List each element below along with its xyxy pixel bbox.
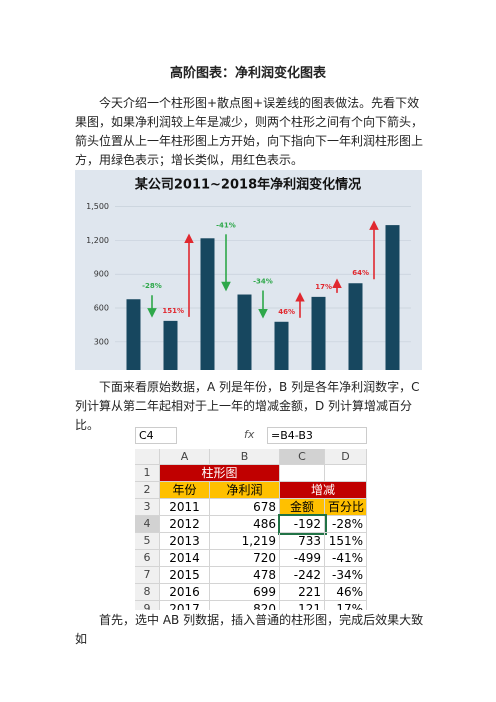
cell: 221 <box>280 584 325 601</box>
cell: -499 <box>280 550 325 567</box>
cell: 733 <box>280 533 325 550</box>
header-cell: 净利润 <box>210 482 280 499</box>
y-tick-label: 900 <box>94 270 109 279</box>
cell: 百分比 <box>325 499 367 516</box>
bar <box>274 321 289 370</box>
y-tick-label: 600 <box>94 304 109 313</box>
column-header: B <box>210 449 280 465</box>
chart-title: 某公司2011~2018年净利润变化情况 <box>134 177 361 193</box>
change-label: 151% <box>162 307 184 315</box>
cell: 46% <box>325 584 367 601</box>
column-header: D <box>325 449 367 465</box>
cell: 1,219 <box>210 533 280 550</box>
y-tick-label: 1,200 <box>86 236 109 245</box>
row-header: 2 <box>135 482 160 499</box>
cell <box>325 465 367 482</box>
cell: -41% <box>325 550 367 567</box>
cell: -28% <box>325 516 367 533</box>
cell: 2012 <box>160 516 210 533</box>
change-label: 17% <box>315 283 332 291</box>
paragraph: 首先，选中 AB 列数据，插入普通的柱形图，完成后效果大致如 <box>75 613 424 646</box>
change-label: 64% <box>352 269 369 277</box>
group-header: 增减 <box>280 482 367 499</box>
paragraph: 今天介绍一个柱形图+散点图+误差线的图表做法。先看下效果图，如果净利润较上年是减… <box>75 96 424 167</box>
cell: 2014 <box>160 550 210 567</box>
change-label: 46% <box>278 308 295 316</box>
cell: 2013 <box>160 533 210 550</box>
bar <box>385 225 400 370</box>
fx-icon: fx <box>244 428 255 441</box>
cell: 2017 <box>160 601 210 610</box>
spreadsheet: C4 fx =B4-B3 A B C D 1 2 3 4 5 6 7 8 9 柱形图 年份 净利润 增减 2011 678… <box>135 424 367 610</box>
change-label: -34% <box>253 278 273 286</box>
column-header: C <box>280 449 325 465</box>
cell: 720 <box>210 550 280 567</box>
bar <box>237 294 252 370</box>
cell: 17% <box>325 601 367 610</box>
cell: -34% <box>325 567 367 584</box>
chart: 某公司2011~2018年净利润变化情况 300 600 900 1,200 1,500… <box>75 170 422 370</box>
paragraph: 下面来看原始数据，A 列是年份，B 列是各年净利润数字，C 列计算从第二年起相对… <box>75 380 420 432</box>
bar <box>348 283 363 370</box>
corner <box>135 449 160 465</box>
row-header: 9 <box>135 601 160 610</box>
cell: 金额 <box>280 499 325 516</box>
cell: -242 <box>280 567 325 584</box>
cell: 2016 <box>160 584 210 601</box>
cell: 2015 <box>160 567 210 584</box>
y-tick-label: 300 <box>94 337 109 346</box>
cell: 486 <box>210 516 280 533</box>
bar <box>311 296 326 370</box>
bar <box>163 320 178 370</box>
name-box: C4 <box>135 427 177 444</box>
row-header: 5 <box>135 533 160 550</box>
change-label: -28% <box>142 282 162 290</box>
cell: 2011 <box>160 499 210 516</box>
row-header: 7 <box>135 567 160 584</box>
row-header: 8 <box>135 584 160 601</box>
change-label: -41% <box>216 221 236 229</box>
row-header: 3 <box>135 499 160 516</box>
doc-title: 高阶图表：净利润变化图表 <box>169 66 326 81</box>
y-tick-label: 1,500 <box>86 202 109 211</box>
row-header: 1 <box>135 465 160 482</box>
header-cell: 年份 <box>160 482 210 499</box>
cell: 121 <box>280 601 325 610</box>
cell: 820 <box>210 601 280 610</box>
bar <box>126 299 141 370</box>
cell: 678 <box>210 499 280 516</box>
title-cell: 柱形图 <box>160 465 280 482</box>
row-header: 6 <box>135 550 160 567</box>
cell: 478 <box>210 567 280 584</box>
formula: =B4-B3 <box>267 427 367 444</box>
row-header: 4 <box>135 516 160 533</box>
cell: 699 <box>210 584 280 601</box>
column-header: A <box>160 449 210 465</box>
cell <box>280 465 325 482</box>
bar <box>200 238 215 370</box>
cell: -192 <box>278 514 327 535</box>
cell: 151% <box>325 533 367 550</box>
